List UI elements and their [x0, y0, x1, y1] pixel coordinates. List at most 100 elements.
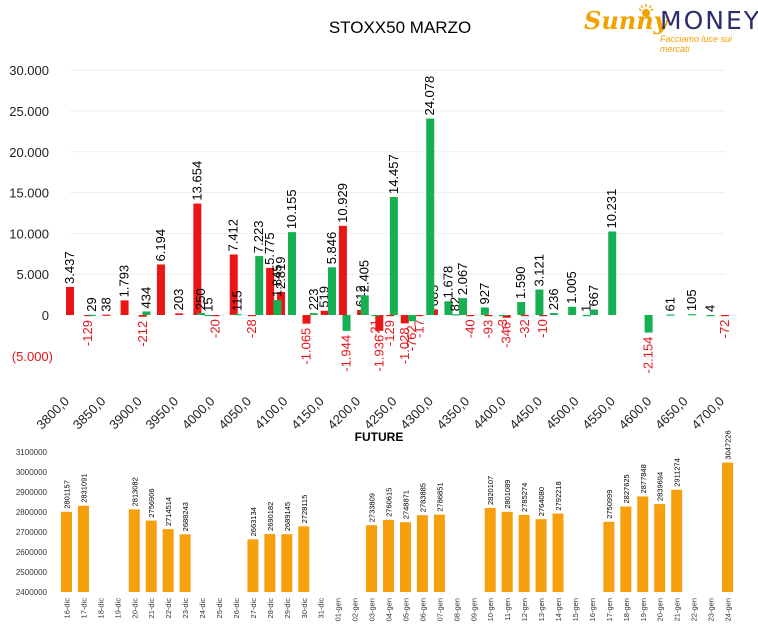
bar-green: [389, 197, 398, 315]
data-label: 250: [193, 288, 208, 310]
x-tick-label: 27-dic: [249, 598, 258, 619]
x-tick-label: 17-gen: [605, 598, 614, 621]
future-bar: [179, 534, 191, 592]
data-label: 519: [317, 286, 332, 308]
future-bar: [264, 533, 276, 592]
logo-text-sunny: Sunny: [584, 6, 668, 35]
x-tick-label: 26-dic: [232, 598, 241, 619]
future-data-label: 2839694: [656, 472, 665, 501]
bar-green: [688, 314, 697, 316]
y-tick-label: 10.000: [9, 226, 49, 241]
bar-red: [193, 203, 202, 315]
bar-red: [386, 315, 395, 317]
future-data-label: 2911274: [673, 458, 682, 487]
future-data-label: 2760615: [385, 488, 394, 517]
bar-red: [229, 254, 238, 315]
bar-red: [400, 315, 409, 324]
x-tick-label: 28-dic: [266, 598, 275, 619]
data-label: 1: [579, 305, 594, 312]
data-label: 10.231: [604, 189, 619, 229]
data-label: 61: [662, 297, 677, 311]
bar-red: [102, 314, 111, 316]
x-tick-label: 29-dic: [283, 598, 292, 619]
data-label: 1.678: [440, 266, 455, 299]
bar-red: [721, 315, 729, 317]
bar-green: [666, 314, 675, 316]
bar-green: [706, 314, 715, 317]
future-bar: [77, 505, 89, 592]
x-tick-label: 03-gen: [368, 598, 377, 621]
y-tick-label: 3000000: [16, 468, 48, 477]
future-data-label: 2728115: [300, 495, 309, 524]
y-tick-label: 2800000: [16, 508, 48, 517]
data-label-negative: -346: [499, 322, 514, 348]
future-bar: [654, 504, 666, 592]
bar-green: [549, 313, 558, 315]
future-bar: [416, 515, 428, 592]
bar-green: [459, 298, 467, 315]
future-data-label: 2714514: [164, 497, 173, 526]
bar-red: [66, 286, 74, 315]
future-data-label: 2877848: [639, 464, 648, 493]
x-tick-label: 05-gen: [401, 598, 410, 621]
x-tick-label: 21-dic: [147, 598, 156, 619]
data-label: 1.005: [564, 271, 579, 304]
y-tick-label: 30.000: [9, 63, 49, 78]
bar-green: [426, 118, 435, 315]
x-tick-label: 25-dic: [215, 598, 224, 619]
x-tick-label: 18-dic: [96, 598, 105, 619]
bar-green: [273, 299, 282, 315]
bar-green: [342, 315, 351, 331]
future-data-label: 2764080: [537, 487, 546, 516]
bar-green: [309, 313, 318, 315]
bar-green: [360, 295, 369, 315]
bar-green: [535, 289, 544, 315]
x-tick-label: 06-gen: [418, 598, 427, 621]
data-label: 15: [200, 297, 215, 311]
future-data-label: 2688243: [181, 502, 190, 531]
data-label-negative: -2.154: [641, 337, 656, 374]
x-tick-label: 10-gen: [486, 598, 495, 621]
future-bar: [620, 506, 632, 592]
future-bar: [162, 529, 174, 592]
future-data-label: 2801157: [62, 480, 71, 509]
future-data-label: 2831091: [79, 474, 88, 503]
future-data-label: 2748871: [401, 490, 410, 519]
bar-red: [156, 264, 165, 315]
future-bar: [722, 462, 734, 592]
future-data-label: 2813082: [130, 477, 139, 506]
data-label-negative: -1.028: [397, 327, 412, 364]
y-tick-label: (5.000): [12, 349, 53, 364]
y-tick-label: 3100000: [16, 448, 48, 457]
x-tick-label: 22-dic: [164, 598, 173, 619]
future-data-label: 2690182: [266, 502, 275, 531]
logo-tagline: Facciamo luce sui mercati: [660, 34, 733, 54]
bar-red: [375, 315, 384, 331]
bar-green: [233, 314, 242, 316]
future-bar: [671, 489, 683, 592]
future-data-label: 2801089: [503, 480, 512, 509]
data-label-negative: -10: [535, 319, 550, 338]
bar-green: [87, 314, 96, 316]
x-tick-label: 17-dic: [79, 598, 88, 619]
future-data-label: 2783885: [418, 483, 427, 512]
data-label-negative: -129: [382, 320, 397, 346]
data-label-negative: -32: [517, 319, 532, 338]
y-tick-label: 2400000: [16, 588, 48, 597]
bar-green: [568, 306, 577, 315]
y-tick-label: 2500000: [16, 568, 48, 577]
bar-green: [204, 314, 213, 317]
data-label: 927: [477, 283, 492, 305]
sunny-money-logo: Sunny MONEY Facciamo luce sui mercati: [582, 4, 758, 54]
data-label: 3.121: [531, 254, 546, 287]
data-label: 1.845: [269, 264, 284, 297]
x-tick-label: 21-gen: [673, 598, 682, 621]
x-tick-label: 30-dic: [300, 598, 309, 619]
x-tick-label: 12-gen: [520, 598, 529, 621]
x-tick-label: 23-dic: [181, 598, 190, 619]
future-bar: [535, 519, 547, 592]
data-label-negative: -93: [480, 320, 495, 339]
future-data-label: 3047226: [724, 430, 733, 459]
bar-green: [142, 311, 151, 315]
x-tick-label: 11-gen: [503, 598, 512, 621]
